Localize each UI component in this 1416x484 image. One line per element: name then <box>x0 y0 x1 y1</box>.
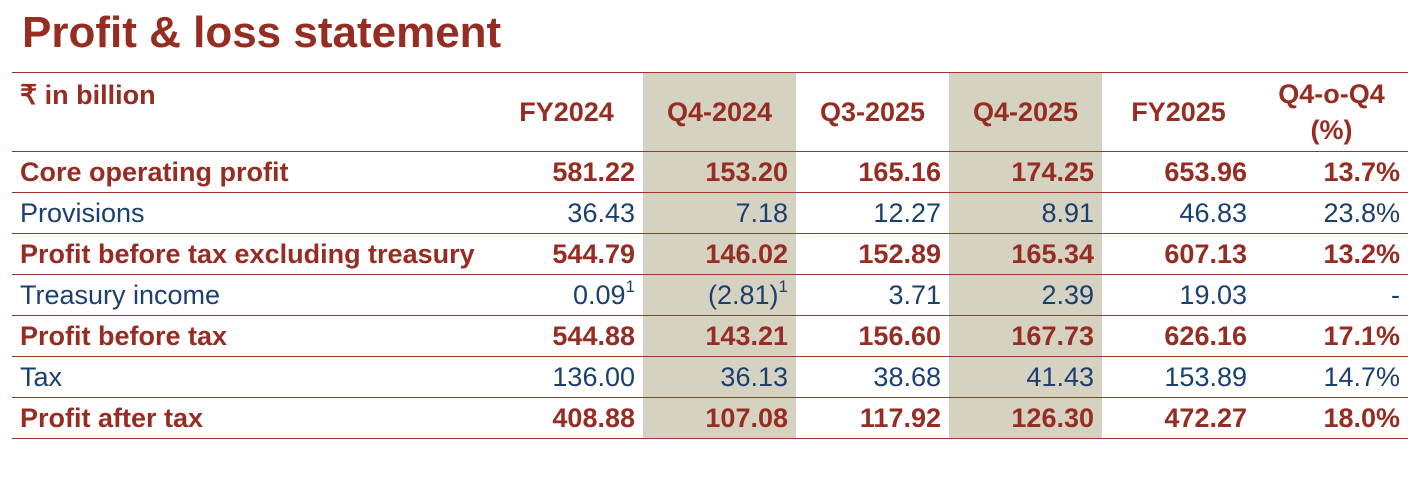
value-cell: 153.20 <box>643 151 796 193</box>
value-cell: 8.91 <box>949 192 1102 234</box>
value-cell: 13.7% <box>1255 151 1408 193</box>
row-label: Profit before tax excluding treasury <box>12 233 490 275</box>
value-cell: 143.21 <box>643 315 796 357</box>
value-cell: 18.0% <box>1255 397 1408 439</box>
footnote-mark: 1 <box>778 277 788 296</box>
row-label: Tax <box>12 356 490 398</box>
value-cell: (2.81)1 <box>643 274 796 316</box>
value-cell: 12.27 <box>796 192 949 234</box>
column-header: Q3-2025 <box>796 72 949 152</box>
value-cell: 472.27 <box>1102 397 1255 439</box>
table-row: Tax 136.00 36.13 38.68 41.43 153.89 14.7% <box>12 356 1408 398</box>
column-header: FY2024 <box>490 72 643 152</box>
value-cell: 607.13 <box>1102 233 1255 275</box>
value-cell: 126.30 <box>949 397 1102 439</box>
value-cell: 14.7% <box>1255 356 1408 398</box>
value-cell: 581.22 <box>490 151 643 193</box>
value-cell: 117.92 <box>796 397 949 439</box>
table-row: Core operating profit 581.22 153.20 165.16 1… <box>12 151 1408 193</box>
value-cell: 3.71 <box>796 274 949 316</box>
value-cell: - <box>1255 274 1408 316</box>
table-row: Treasury income 0.091 (2.81)1 3.71 2.39 19.03… <box>12 274 1408 316</box>
value-cell: 165.16 <box>796 151 949 193</box>
value-cell: 167.73 <box>949 315 1102 357</box>
value-cell: 38.68 <box>796 356 949 398</box>
column-header: Q4-2024 <box>643 72 796 152</box>
value-cell: 2.39 <box>949 274 1102 316</box>
row-label: Provisions <box>12 192 490 234</box>
header-row: ₹ in billion FY2024 Q4-2024 Q3-2025 Q4-2025… <box>12 72 1408 152</box>
unit-label: ₹ in billion <box>12 72 490 152</box>
value-cell: 36.43 <box>490 192 643 234</box>
value-cell: 7.18 <box>643 192 796 234</box>
footnote-mark: 1 <box>625 277 635 296</box>
row-label: Core operating profit <box>12 151 490 193</box>
value-cell: 165.34 <box>949 233 1102 275</box>
pl-table: ₹ in billion FY2024 Q4-2024 Q3-2025 Q4-2025… <box>12 72 1408 439</box>
cell-value: 0.09 <box>572 280 626 310</box>
value-cell: 146.02 <box>643 233 796 275</box>
column-header: Q4-2025 <box>949 72 1102 152</box>
value-cell: 17.1% <box>1255 315 1408 357</box>
row-label: Treasury income <box>12 274 490 316</box>
value-cell: 544.88 <box>490 315 643 357</box>
row-label: Profit after tax <box>12 397 490 439</box>
value-cell: 0.091 <box>490 274 643 316</box>
column-header: Q4-o-Q4 (%) <box>1255 72 1408 152</box>
table-row: Profit before tax excluding treasury 544.… <box>12 233 1408 275</box>
value-cell: 23.8% <box>1255 192 1408 234</box>
table-row: Profit after tax 408.88 107.08 117.92 126.30… <box>12 397 1408 439</box>
table-row: Profit before tax 544.88 143.21 156.60 167.7… <box>12 315 1408 357</box>
value-cell: 136.00 <box>490 356 643 398</box>
column-header: FY2025 <box>1102 72 1255 152</box>
value-cell: 626.16 <box>1102 315 1255 357</box>
value-cell: 41.43 <box>949 356 1102 398</box>
value-cell: 153.89 <box>1102 356 1255 398</box>
value-cell: 544.79 <box>490 233 643 275</box>
value-cell: 19.03 <box>1102 274 1255 316</box>
value-cell: 46.83 <box>1102 192 1255 234</box>
value-cell: 174.25 <box>949 151 1102 193</box>
cell-value: (2.81) <box>707 280 779 310</box>
value-cell: 152.89 <box>796 233 949 275</box>
row-label: Profit before tax <box>12 315 490 357</box>
value-cell: 107.08 <box>643 397 796 439</box>
page-title: Profit & loss statement <box>22 8 502 57</box>
value-cell: 156.60 <box>796 315 949 357</box>
value-cell: 653.96 <box>1102 151 1255 193</box>
table-row: Provisions 36.43 7.18 12.27 8.91 46.83 23.8% <box>12 192 1408 234</box>
value-cell: 408.88 <box>490 397 643 439</box>
value-cell: 13.2% <box>1255 233 1408 275</box>
value-cell: 36.13 <box>643 356 796 398</box>
